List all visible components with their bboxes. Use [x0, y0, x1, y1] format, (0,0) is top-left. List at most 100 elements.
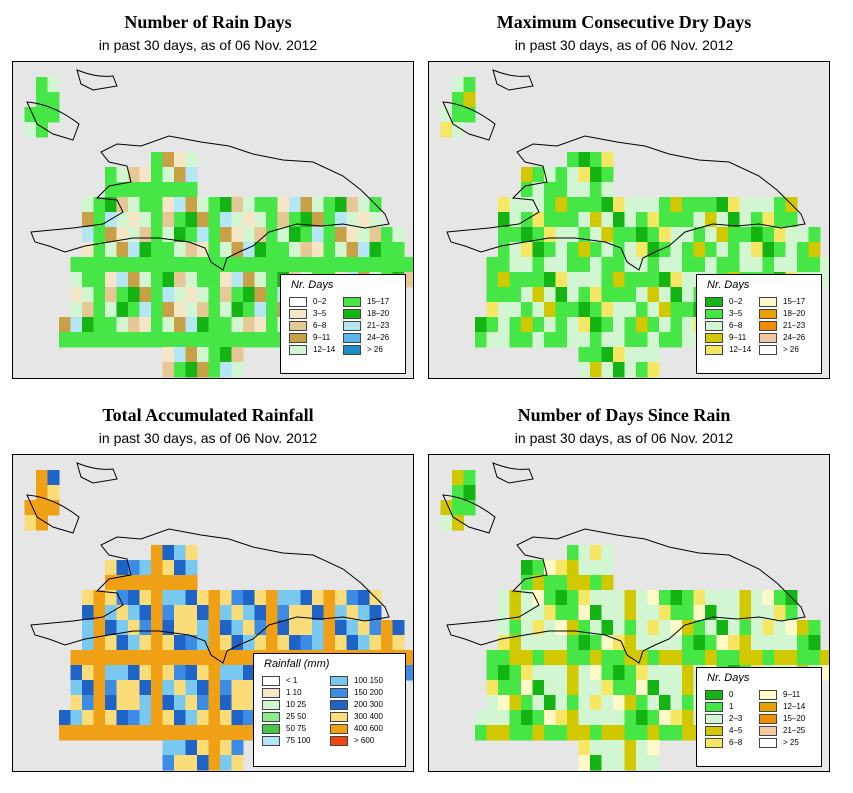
- map-cell: [346, 635, 359, 651]
- map-cell: [670, 212, 683, 228]
- map-cell: [659, 590, 671, 606]
- map-cell: [682, 635, 694, 651]
- map-cell: [300, 620, 313, 636]
- map-cell: [601, 575, 614, 591]
- legend-swatch: [759, 309, 777, 319]
- map-cell: [670, 197, 683, 213]
- map-cell: [82, 212, 94, 228]
- legend-swatch: [759, 333, 777, 343]
- map-cell: [705, 635, 717, 651]
- map-cell: [739, 605, 752, 621]
- map-cell: [601, 257, 614, 273]
- legend-label: 1 10: [286, 688, 302, 697]
- map-cell: [300, 257, 313, 273]
- panel-total-rainfall: Total Accumulated Rainfall in past 30 da…: [0, 393, 416, 779]
- map-cell: [277, 257, 290, 273]
- map-cell: [346, 257, 359, 273]
- map-cell: [323, 242, 336, 258]
- map-cell: [670, 332, 683, 348]
- map-cell: [174, 242, 186, 258]
- map-cell: [266, 605, 278, 621]
- map-cell: [555, 650, 568, 666]
- map-cell: [47, 500, 60, 516]
- map-cell: [555, 605, 568, 621]
- map-cell: [498, 710, 510, 726]
- map-cell: [440, 107, 453, 123]
- map-cell: [82, 725, 94, 741]
- map-cell: [567, 680, 579, 696]
- map-cell: [105, 725, 117, 741]
- map-cell: [243, 197, 255, 213]
- map-cell: [162, 272, 175, 288]
- map-cell: [93, 725, 106, 741]
- map-cell: [254, 257, 267, 273]
- map-cell: [555, 695, 568, 711]
- map-cell: [105, 695, 117, 711]
- map-cell: [555, 560, 568, 576]
- map-cell: [498, 665, 510, 681]
- map-cell: [751, 212, 763, 228]
- map-cell: [555, 590, 568, 606]
- map-cell: [93, 635, 106, 651]
- legend: Rainfall (mm) < 1 1 10 10 25 25 50 50 75 75 1…: [253, 653, 406, 767]
- map-cell: [532, 242, 545, 258]
- map-cell: [509, 680, 522, 696]
- map-cell: [208, 332, 221, 348]
- map-cell: [197, 590, 209, 606]
- map-cell: [266, 272, 278, 288]
- map-cell: [369, 620, 382, 636]
- map-cell: [208, 197, 221, 213]
- map-cell: [544, 695, 556, 711]
- map-cell: [162, 635, 175, 651]
- map-cell: [555, 680, 568, 696]
- map-cell: [659, 272, 671, 288]
- map-cell: [567, 665, 579, 681]
- map-cell: [162, 680, 175, 696]
- panel-subtitle: in past 30 days, as of 06 Nov. 2012: [98, 37, 318, 53]
- map-cell: [486, 695, 499, 711]
- map-cell: [751, 620, 763, 636]
- map-cell: [139, 575, 152, 591]
- map-cell: [509, 635, 522, 651]
- map-cell: [162, 575, 175, 591]
- map-cell: [231, 257, 244, 273]
- map-cell: [139, 272, 152, 288]
- map-cell: [739, 197, 752, 213]
- map-cell: [128, 680, 140, 696]
- map-cell: [509, 695, 522, 711]
- map-cell: [254, 635, 267, 651]
- map-cell: [808, 257, 821, 273]
- map-cell: [647, 695, 660, 711]
- map-cell: [116, 287, 129, 303]
- map-cell: [601, 755, 614, 771]
- map-cell: [162, 302, 175, 318]
- map-cell: [613, 197, 625, 213]
- map-cell: [636, 665, 648, 681]
- map-cell: [590, 605, 602, 621]
- map-cell: [440, 515, 453, 531]
- map-cell: [93, 590, 106, 606]
- map-cell: [162, 362, 175, 378]
- map-cell: [590, 332, 602, 348]
- map-cell: [555, 575, 568, 591]
- map-cell: [601, 317, 614, 333]
- map-cell: [197, 197, 209, 213]
- map-cell: [208, 272, 221, 288]
- map-cell: [567, 257, 579, 273]
- map-cell: [36, 77, 48, 93]
- map-cell: [590, 317, 602, 333]
- map-cell: [174, 635, 186, 651]
- map-cell: [266, 317, 278, 333]
- map-cell: [532, 302, 545, 318]
- map-cell: [243, 590, 255, 606]
- map-cell: [185, 545, 198, 561]
- map-cell: [162, 605, 175, 621]
- map-cell: [624, 605, 637, 621]
- map-cell: [774, 635, 786, 651]
- map-cell: [185, 362, 198, 378]
- map-cell: [277, 620, 290, 636]
- map-cell: [578, 302, 591, 318]
- map-cell: [185, 302, 198, 318]
- map-cell: [670, 725, 683, 741]
- map-cell: [567, 272, 579, 288]
